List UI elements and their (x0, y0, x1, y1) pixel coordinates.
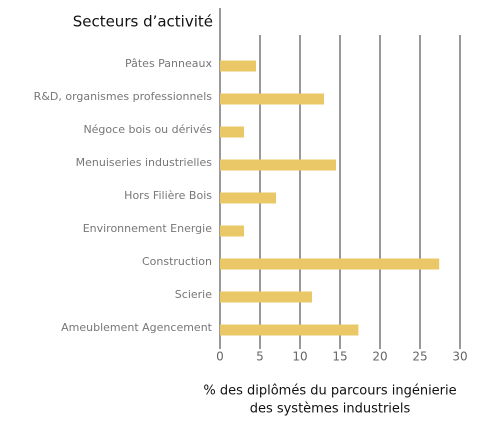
bar (220, 93, 324, 105)
bar (220, 192, 276, 204)
y-tick-label: Hors Filière Bois (124, 189, 212, 202)
y-tick-label: Menuiseries industrielles (76, 156, 213, 169)
bar (220, 258, 440, 270)
bar (220, 159, 336, 171)
bar (220, 60, 256, 72)
y-tick-label: Construction (142, 255, 212, 268)
bar (220, 324, 359, 336)
x-tick-label: 0 (216, 350, 224, 364)
x-tick-label: 5 (256, 350, 264, 364)
bar (220, 126, 244, 138)
y-tick-label: Environnement Energie (83, 222, 213, 235)
chart-title: Secteurs d’activité (73, 13, 213, 31)
y-tick-label: Scierie (175, 288, 212, 301)
x-tick-label: 20 (372, 350, 387, 364)
y-tick-label: Négoce bois ou dérivés (83, 123, 212, 136)
x-tick-label: 30 (452, 350, 467, 364)
x-axis-label: % des diplômés du parcours ingénierie (203, 384, 456, 399)
x-axis-label: des systèmes industriels (250, 402, 411, 417)
x-tick-label: 15 (332, 350, 347, 364)
x-tick-label: 25 (412, 350, 427, 364)
y-tick-label: Pâtes Panneaux (125, 57, 212, 70)
y-tick-label: R&D, organismes professionnels (34, 90, 213, 103)
x-tick-label: 10 (292, 350, 307, 364)
y-tick-label: Ameublement Agencement (61, 321, 213, 334)
bar (220, 291, 312, 303)
bar (220, 225, 244, 237)
